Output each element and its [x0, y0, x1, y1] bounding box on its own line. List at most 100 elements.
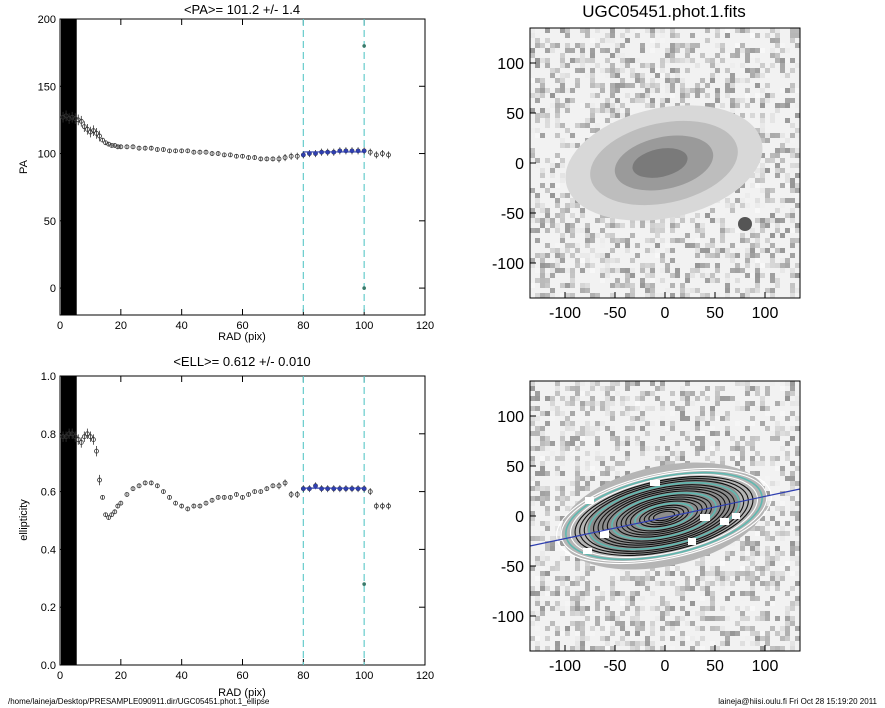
isophote-ellipse: [634, 502, 694, 530]
img1-pixel: [545, 273, 550, 278]
ell-data-point: [78, 440, 84, 445]
img1-pixel: [780, 103, 785, 108]
img2-pixel: [575, 466, 580, 471]
img2-pixel: [540, 441, 545, 446]
img2-pixel: [550, 621, 555, 626]
img1-pixel: [560, 193, 565, 198]
ell-data-point: [270, 483, 276, 489]
img2-pixel: [775, 521, 780, 526]
img1-pixel: [670, 228, 675, 233]
img1-pixel: [790, 168, 795, 173]
img2-pixel: [530, 591, 535, 596]
img1-pixel: [675, 73, 680, 78]
img2-pixel: [785, 621, 790, 626]
img2-pixel: [765, 636, 770, 641]
img1-pixel: [720, 48, 725, 53]
ell-data-point: [97, 477, 102, 483]
img2-pixel: [545, 421, 550, 426]
img1-pixel: [565, 43, 570, 48]
img1-pixel: [550, 68, 555, 73]
img1-pixel: [710, 208, 715, 213]
img2-pixel: [585, 426, 590, 431]
img1-pixel: [545, 38, 550, 43]
img1-pixel: [790, 228, 795, 233]
img2-pixel: [615, 381, 620, 386]
img2-pixel: [750, 556, 755, 561]
img1-pixel: [770, 38, 775, 43]
img1-pixel: [540, 263, 545, 268]
img1-pixel: [540, 43, 545, 48]
img2-pixel: [770, 646, 775, 651]
img1-pixel: [625, 248, 630, 253]
img2-pixel: [565, 631, 570, 636]
img2-pixel: [535, 591, 540, 596]
img2-pixel: [545, 396, 550, 401]
img2-pixel: [740, 406, 745, 411]
img2-pixel: [550, 441, 555, 446]
img1-pixel: [575, 248, 580, 253]
img2-pixel: [730, 456, 735, 461]
img2-pixel: [650, 406, 655, 411]
img1-pixel: [625, 38, 630, 43]
img2-pixel: [725, 411, 730, 416]
img1-pixel: [690, 268, 695, 273]
img1-pixel: [735, 288, 740, 293]
img2-pixel: [610, 431, 615, 436]
img2-pixel: [795, 511, 800, 516]
img1-pixel: [570, 53, 575, 58]
img1-pixel: [660, 63, 665, 68]
img2-pixel: [570, 396, 575, 401]
img2-pixel: [795, 466, 800, 471]
img2-pixel: [550, 606, 555, 611]
img2-pixel: [620, 396, 625, 401]
ell-y-tick-label: 0.0: [41, 660, 56, 672]
img1-pixel: [765, 73, 770, 78]
img1-pixel: [755, 53, 760, 58]
img2-pixel: [660, 386, 665, 391]
img2-pixel: [560, 611, 565, 616]
img2-pixel: [785, 546, 790, 551]
img2-pixel: [790, 551, 795, 556]
img2-pixel: [625, 571, 630, 576]
ell-data-point: [209, 497, 215, 503]
img2-pixel: [700, 436, 705, 441]
img2-pixel: [780, 466, 785, 471]
img2-pixel: [740, 551, 745, 556]
img1-pixel: [750, 183, 755, 188]
img1-pixel: [680, 223, 685, 228]
img2-pixel: [640, 441, 645, 446]
img1-pixel: [755, 263, 760, 268]
img2-pixel: [575, 581, 580, 586]
img2-pixel: [695, 571, 700, 576]
img2-pixel: [555, 391, 560, 396]
img1-pixel: [630, 288, 635, 293]
ell-x-tick-label: 40: [176, 670, 188, 682]
img2-pixel: [750, 606, 755, 611]
img1-pixel: [565, 103, 570, 108]
img1-pixel: [665, 88, 670, 93]
img1-pixel: [545, 278, 550, 283]
img2-pixel: [560, 606, 565, 611]
img1-pixel: [630, 73, 635, 78]
img2-pixel: [580, 591, 585, 596]
img1-pixel: [570, 133, 575, 138]
img2-pixel: [555, 626, 560, 631]
img1-pixel: [750, 253, 755, 258]
img1-pixel: [770, 198, 775, 203]
img2-pixel: [535, 641, 540, 646]
img1-pixel: [695, 83, 700, 88]
img1-pixel: [570, 278, 575, 283]
img2-pixel: [580, 381, 585, 386]
img2-pixel: [795, 541, 800, 546]
img1-pixel: [585, 73, 590, 78]
img1-pixel: [565, 243, 570, 248]
img2-pixel: [545, 541, 550, 546]
img1-pixel: [670, 53, 675, 58]
img1-pixel: [725, 293, 730, 298]
img2-pixel: [695, 576, 700, 581]
img2-pixel: [745, 591, 750, 596]
img2-pixel: [540, 411, 545, 416]
img1-pixel: [560, 258, 565, 263]
img2-pixel: [590, 631, 595, 636]
img1-pixel: [600, 218, 605, 223]
